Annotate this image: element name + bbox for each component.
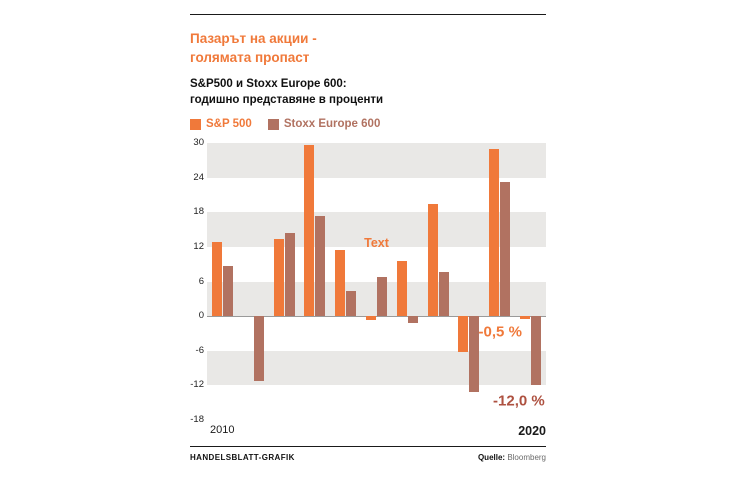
zero-gridline [207,316,546,318]
bar-stoxx-europe-600-2016 [407,316,418,324]
chart-title-line2: голямата пропаст [190,49,310,65]
infographic-card: Пазарът на акции - голямата пропаст S&P5… [190,14,546,474]
bar-stoxx-europe-600-2015 [377,276,387,317]
top-rule [190,14,546,15]
bar-stoxx-europe-600-2010 [222,266,233,317]
bar-s-p-500-2012 [273,238,284,317]
plot-area: Text -0,5 % -12,0 % [207,143,546,420]
bar-s-p-500-2010 [211,242,222,317]
legend-label-sp500: S&P 500 [206,118,252,130]
bar-stoxx-europe-600-2019 [500,182,511,317]
bar-s-p-500-2017 [427,204,438,317]
annotation-text: Text [364,235,389,250]
footer: HANDELSBLATT-GRAFIK Quelle: Bloomberg [190,453,546,462]
y-tick-label: 24 [193,171,204,183]
bar-s-p-500-2018 [458,316,469,352]
legend-item-sp500: S&P 500 [190,118,252,130]
x-axis: 2010 2020 [207,424,546,442]
chart-subtitle: S&P500 и Stoxx Europe 600: годишно предс… [190,77,383,108]
legend-label-stoxx: Stoxx Europe 600 [283,118,381,130]
y-tick-label: -6 [195,344,204,356]
annotation-stoxx-2020: -12,0 % [493,392,545,410]
credit-label: HANDELSBLATT-GRAFIK [190,453,295,462]
chart-title: Пазарът на акции - голямата пропаст [190,30,317,68]
bar-stoxx-europe-600-2013 [315,215,326,317]
chart-subtitle-line2: годишно представяне в проценти [190,93,384,106]
source-attribution: Quelle: Bloomberg [478,453,546,462]
y-tick-label: 18 [193,206,204,218]
bar-s-p-500-2014 [335,250,346,317]
y-axis: 30 24 18 12 6 0 -6 -12 -18 [190,137,206,425]
bar-stoxx-europe-600-2017 [438,271,449,317]
bar-s-p-500-2019 [489,149,500,317]
y-tick-label: 6 [198,275,204,287]
footer-rule [190,446,546,447]
y-tick-label: -12 [190,379,204,391]
y-tick-label: 30 [193,137,204,148]
bar-stoxx-europe-600-2018 [469,316,480,393]
bar-s-p-500-2015 [366,316,376,321]
legend-swatch-sp500-icon [190,118,201,130]
annotation-sp500-2020: -0,5 % [478,323,522,341]
bar-stoxx-europe-600-2014 [346,290,357,317]
bar-stoxx-europe-600-2020 [531,316,542,386]
bar-chart: 30 24 18 12 6 0 -6 -12 -18 Text -0,5 % -12,0 % [190,137,546,425]
legend-swatch-stoxx-icon [267,118,279,130]
x-label-last: 2020 [518,424,546,438]
bar-s-p-500-2020 [520,316,531,319]
bar-s-p-500-2013 [304,145,315,317]
bar-stoxx-europe-600-2012 [284,233,295,317]
source-name: Bloomberg [507,453,546,462]
x-label-first: 2010 [210,424,235,436]
y-tick-label: 12 [193,240,204,252]
chart-subtitle-line1: S&P500 и Stoxx Europe 600: [190,78,347,90]
legend: S&P 500 Stoxx Europe 600 [190,118,380,130]
y-tick-label: -18 [190,414,204,425]
source-label: Quelle: [477,453,506,462]
bar-s-p-500-2016 [396,261,407,317]
y-tick-label: 0 [198,310,204,322]
bar-stoxx-europe-600-2011 [253,316,264,382]
chart-title-line1: Пазарът на акции - [190,31,317,46]
legend-item-stoxx: Stoxx Europe 600 [267,118,381,130]
